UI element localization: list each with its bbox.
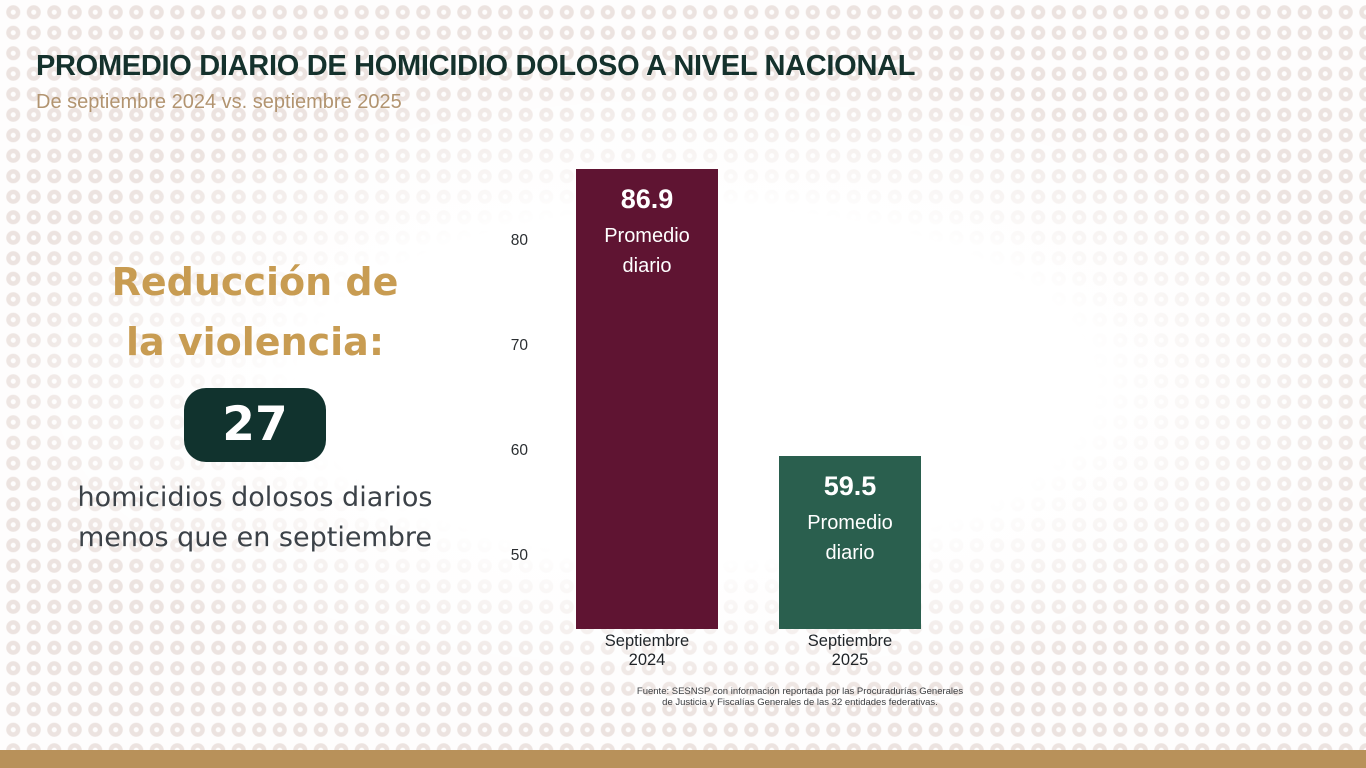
reduction-badge: 27	[184, 388, 326, 462]
bar-2025: 59.5 Promedio diario	[779, 456, 921, 629]
bar-sublabel: Promedio diario	[604, 224, 690, 277]
bar-value-label: 59.5	[823, 471, 877, 502]
y-axis-tick: 80	[510, 232, 528, 250]
y-axis-tick: 60	[510, 442, 528, 460]
highlight-heading: Reducción de la violencia:	[40, 252, 470, 372]
x-axis-label: Septiembre 2024	[604, 632, 690, 669]
highlight-panel: Reducción de la violencia: 27 homicidios…	[40, 252, 470, 558]
bar-value-label: 86.9	[620, 183, 674, 214]
source-note: Fuente: SESNSP con información reportada…	[590, 686, 1010, 708]
bar-sublabel: Promedio diario	[807, 512, 893, 565]
y-axis-tick: 70	[510, 337, 528, 355]
highlight-description-line1: homicidios dolosos diarios	[77, 482, 433, 513]
footer-accent-bar	[0, 750, 1366, 768]
bar-2024: 86.9 Promedio diario	[576, 168, 718, 629]
header: PROMEDIO DIARIO DE HOMICIDIO DOLOSO A NI…	[36, 50, 915, 114]
page-title: PROMEDIO DIARIO DE HOMICIDIO DOLOSO A NI…	[36, 50, 916, 82]
highlight-description-line2: menos que en septiembre	[77, 522, 433, 553]
page-subtitle: De septiembre 2024 vs. septiembre 2025	[36, 91, 402, 113]
highlight-heading-line2: la violencia:	[125, 320, 385, 364]
y-axis-tick: 50	[510, 547, 528, 565]
highlight-heading-line1: Reducción de	[111, 260, 399, 304]
source-note-line1: Fuente: SESNSP con información reportada…	[636, 686, 964, 697]
highlight-description: homicidios dolosos diarios menos que en …	[40, 478, 470, 558]
source-note-line2: de Justicia y Fiscalías Generales de las…	[662, 697, 938, 708]
x-axis-label: Septiembre 2025	[807, 632, 893, 669]
